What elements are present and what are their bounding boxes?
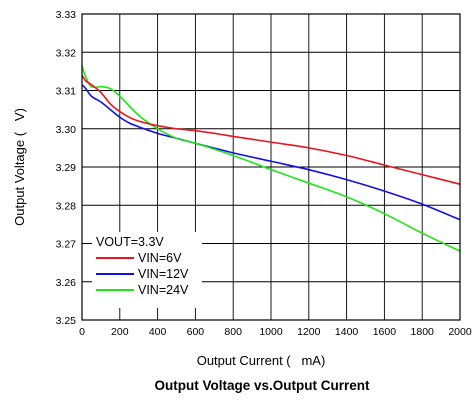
y-tick-label: 3.30 <box>56 124 77 136</box>
x-tick-label: 600 <box>187 326 205 338</box>
x-tick-label: 1200 <box>297 326 321 338</box>
legend-label-vin-24v: VIN=24V <box>138 283 189 297</box>
x-tick-label: 1000 <box>259 326 283 338</box>
series-line-vin-6v <box>81 74 461 185</box>
series-line-vin-12v <box>81 84 461 221</box>
x-tick-label: 1800 <box>411 326 435 338</box>
x-tick-label: 0 <box>79 326 85 338</box>
y-tick-label: 3.27 <box>56 239 77 251</box>
legend-title: VOUT=3.3V <box>96 235 164 249</box>
legend-items: VIN=6V VIN=12V VIN=24V <box>96 251 189 297</box>
y-tick-label: 3.29 <box>56 162 77 174</box>
x-tick-labels: 0 200 400 600 800 1000 1200 1400 1600 1800 2000 <box>79 326 472 338</box>
series-layer <box>81 65 461 252</box>
series-line-vin-24v <box>81 65 461 252</box>
y-tick-labels: 3.25 3.26 3.27 3.28 3.29 3.30 3.31 3.32 3.33 <box>56 9 77 327</box>
x-tick-label: 800 <box>224 326 242 338</box>
chart-title: Output Voltage vs.Output Current <box>155 378 370 393</box>
x-tick-label: 200 <box>111 326 129 338</box>
y-tick-label: 3.25 <box>56 315 77 327</box>
y-tick-label: 3.32 <box>56 47 77 59</box>
x-tick-label: 400 <box>149 326 167 338</box>
y-tick-label: 3.31 <box>56 86 77 98</box>
x-tick-label: 1600 <box>373 326 397 338</box>
legend-label-vin-12v: VIN=12V <box>138 267 189 281</box>
legend-box <box>92 232 202 308</box>
x-tick-label: 2000 <box>448 326 472 338</box>
legend-label-vin-6v: VIN=6V <box>138 251 182 265</box>
y-axis-label: Output Voltage ( V) <box>12 108 27 226</box>
y-tick-label: 3.28 <box>56 200 77 212</box>
x-axis-label: Output Current ( mA) <box>197 353 326 368</box>
plot-frame <box>81 13 461 321</box>
y-tick-label: 3.33 <box>56 9 77 21</box>
y-tick-label: 3.26 <box>56 277 77 289</box>
legend: VOUT=3.3V VIN=6V VIN=12V VIN=24V <box>92 232 202 308</box>
x-tick-label: 1400 <box>335 326 359 338</box>
